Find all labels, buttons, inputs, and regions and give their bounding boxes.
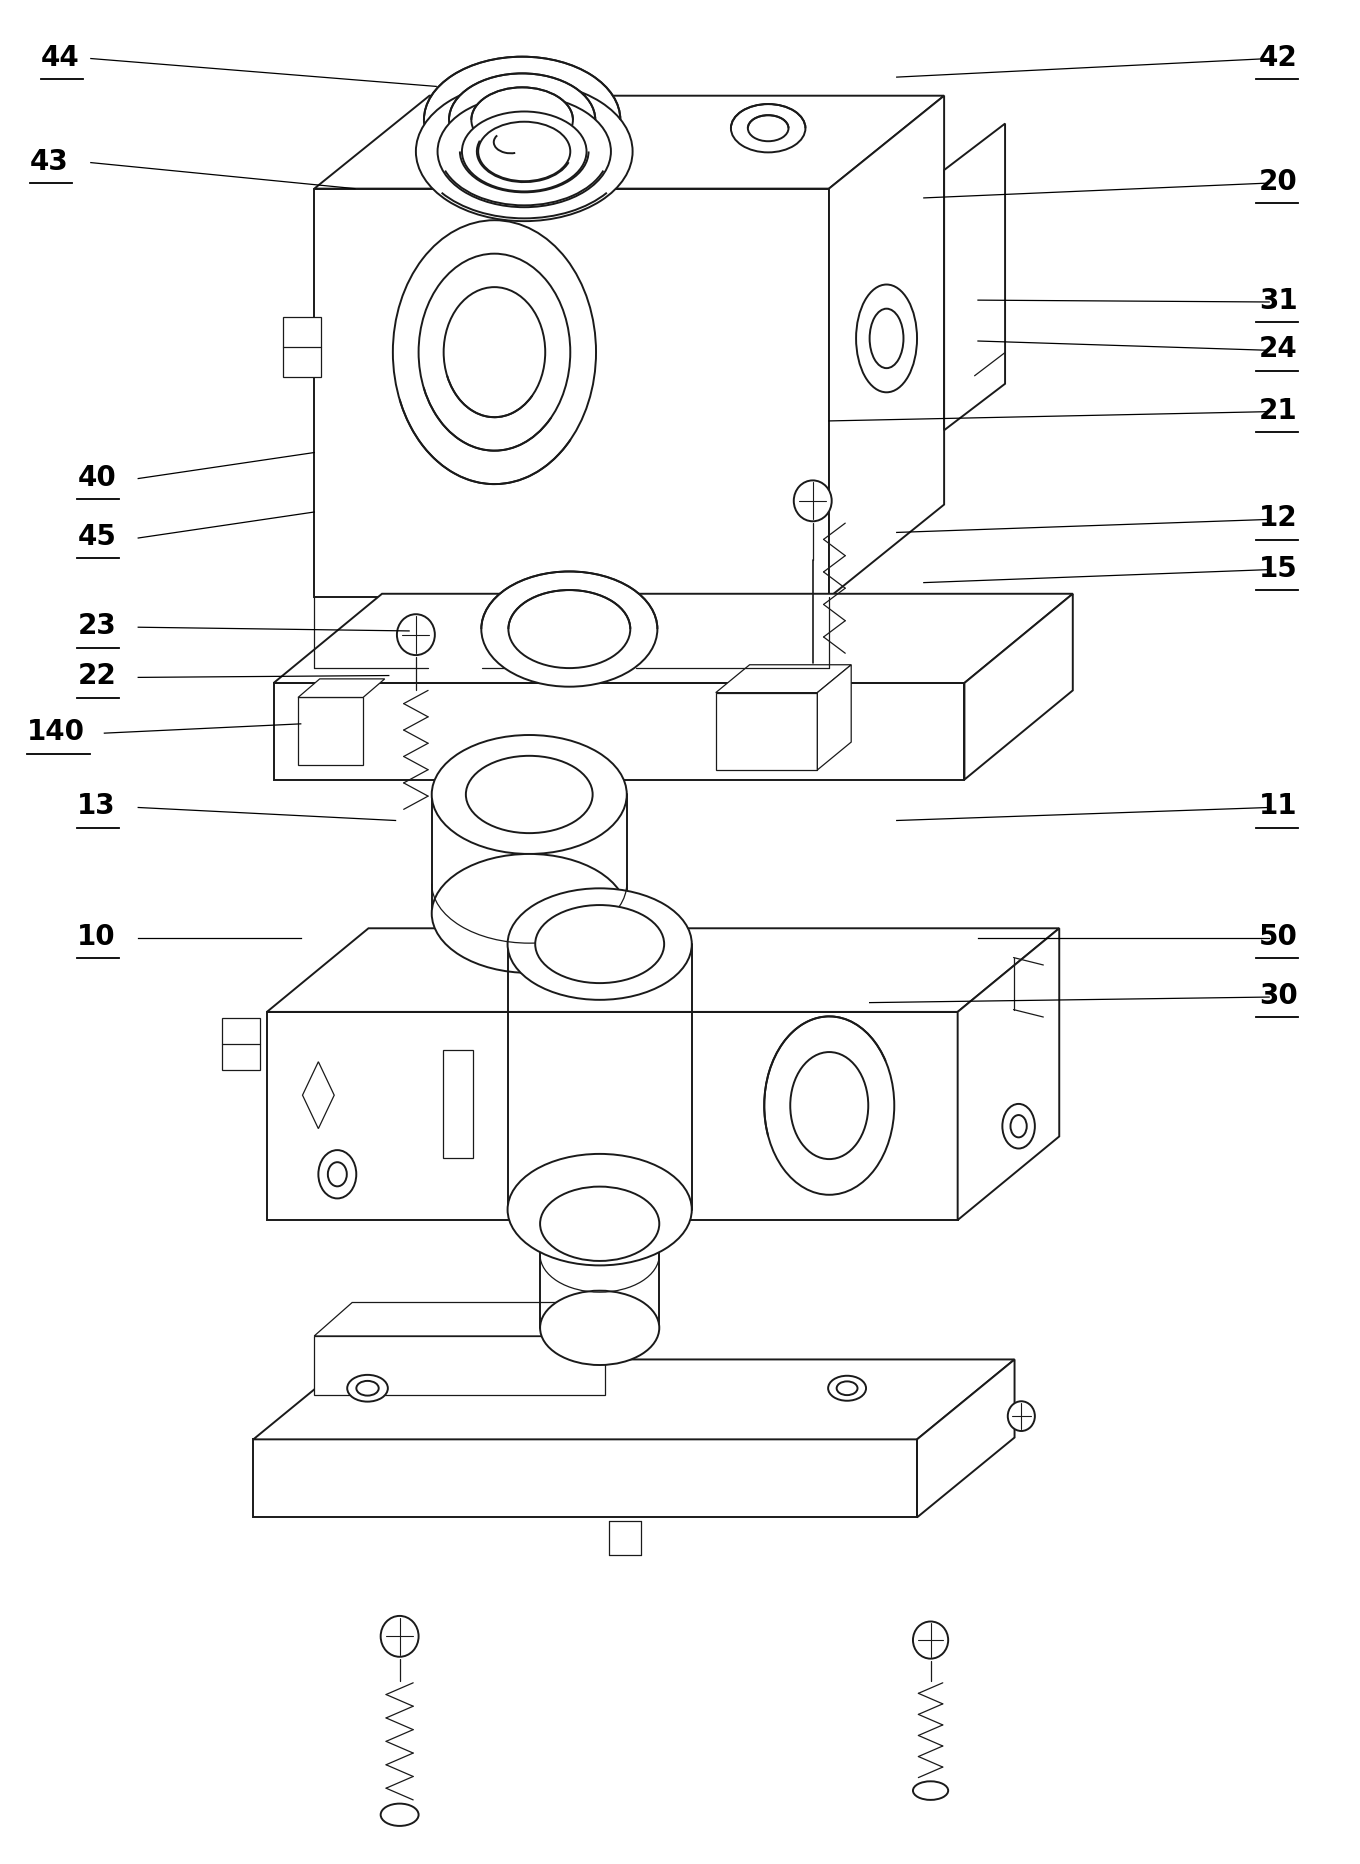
Polygon shape [443, 1049, 473, 1158]
Text: 12: 12 [1259, 505, 1297, 533]
Ellipse shape [438, 95, 611, 207]
Polygon shape [964, 595, 1073, 779]
Polygon shape [957, 928, 1059, 1221]
Polygon shape [314, 1336, 605, 1396]
Polygon shape [817, 665, 851, 770]
Ellipse shape [381, 1804, 419, 1827]
Ellipse shape [828, 1376, 866, 1400]
Ellipse shape [318, 1150, 356, 1199]
Text: 15: 15 [1259, 555, 1297, 583]
Ellipse shape [466, 755, 593, 833]
Text: 140: 140 [27, 718, 86, 746]
Ellipse shape [1010, 1115, 1027, 1137]
Text: 50: 50 [1259, 923, 1297, 951]
Text: 30: 30 [1259, 982, 1297, 1010]
Text: 23: 23 [78, 611, 116, 639]
Ellipse shape [540, 1187, 660, 1260]
Ellipse shape [794, 481, 832, 522]
Ellipse shape [730, 104, 805, 153]
Ellipse shape [424, 56, 620, 183]
Polygon shape [267, 928, 1059, 1012]
Text: 24: 24 [1259, 336, 1297, 363]
Ellipse shape [536, 906, 664, 982]
Ellipse shape [479, 121, 570, 181]
Polygon shape [302, 1062, 335, 1128]
Polygon shape [314, 95, 944, 188]
Ellipse shape [481, 572, 657, 686]
Ellipse shape [836, 1381, 858, 1394]
Polygon shape [944, 123, 1005, 431]
Polygon shape [314, 1303, 643, 1336]
Polygon shape [715, 693, 817, 770]
Polygon shape [582, 598, 636, 667]
Polygon shape [298, 697, 363, 764]
Ellipse shape [1008, 1402, 1035, 1432]
Text: 31: 31 [1259, 287, 1297, 315]
Text: 11: 11 [1259, 792, 1297, 820]
Ellipse shape [913, 1782, 948, 1801]
Polygon shape [314, 188, 830, 598]
Ellipse shape [416, 82, 632, 222]
Polygon shape [253, 1439, 917, 1517]
Text: 43: 43 [30, 147, 68, 175]
Ellipse shape [507, 889, 692, 999]
Ellipse shape [328, 1161, 347, 1186]
Polygon shape [427, 598, 481, 667]
Polygon shape [273, 682, 964, 779]
Polygon shape [715, 665, 851, 693]
Ellipse shape [790, 1051, 868, 1159]
Polygon shape [917, 1359, 1015, 1517]
Polygon shape [222, 1018, 260, 1070]
Ellipse shape [462, 112, 586, 192]
Polygon shape [830, 95, 944, 598]
Ellipse shape [381, 1616, 419, 1657]
Ellipse shape [419, 254, 570, 451]
Ellipse shape [431, 734, 627, 854]
Ellipse shape [393, 220, 596, 485]
Ellipse shape [347, 1376, 388, 1402]
Ellipse shape [540, 1290, 660, 1364]
Ellipse shape [764, 1016, 895, 1195]
Ellipse shape [1002, 1103, 1035, 1148]
Text: 42: 42 [1259, 43, 1297, 71]
Text: 13: 13 [78, 792, 116, 820]
Polygon shape [298, 678, 385, 697]
Polygon shape [267, 1012, 957, 1221]
Ellipse shape [855, 285, 917, 391]
Ellipse shape [472, 88, 573, 153]
Text: 44: 44 [41, 43, 79, 71]
Polygon shape [273, 595, 1073, 682]
Polygon shape [283, 317, 321, 377]
Text: 22: 22 [78, 662, 116, 690]
Ellipse shape [443, 287, 545, 418]
Ellipse shape [356, 1381, 378, 1396]
Ellipse shape [507, 1154, 692, 1266]
Ellipse shape [431, 854, 627, 973]
Ellipse shape [509, 591, 630, 667]
Polygon shape [253, 1359, 1015, 1439]
Ellipse shape [913, 1622, 948, 1659]
Ellipse shape [748, 116, 789, 142]
Text: 40: 40 [78, 464, 116, 492]
Ellipse shape [869, 309, 903, 369]
Text: 20: 20 [1259, 168, 1297, 196]
Text: 10: 10 [78, 923, 116, 951]
Text: 45: 45 [78, 524, 116, 552]
Ellipse shape [449, 73, 596, 166]
Text: 21: 21 [1259, 397, 1297, 425]
Ellipse shape [397, 615, 435, 654]
